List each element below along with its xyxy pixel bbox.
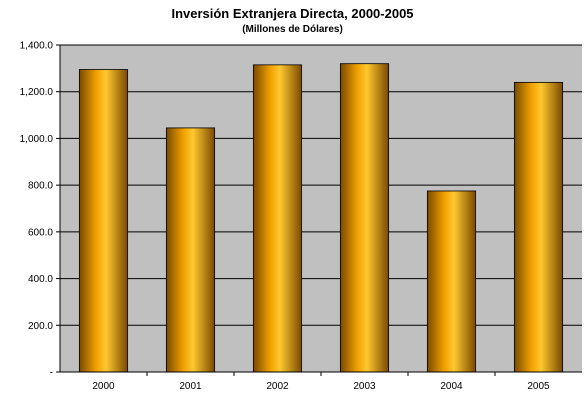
bar-2005 — [513, 81, 564, 373]
y-tick-label: 200.0 — [28, 321, 53, 332]
bar-2003 — [339, 63, 390, 373]
y-tick-label: 400.0 — [28, 274, 53, 285]
bar-2000 — [78, 69, 129, 373]
bar-2002 — [252, 64, 303, 373]
x-tick-label: 2005 — [527, 381, 550, 392]
y-tick-label: 1,400.0 — [20, 41, 54, 52]
x-tick-label: 2002 — [266, 381, 289, 392]
x-tick-label: 2000 — [92, 381, 115, 392]
y-tick-label: - — [50, 368, 53, 379]
y-tick-label: 1,200.0 — [20, 87, 54, 98]
bar-2004 — [426, 190, 477, 373]
chart-subtitle: (Millones de Dólares) — [242, 24, 343, 35]
bar-2001 — [165, 127, 216, 373]
y-tick-label: 800.0 — [28, 181, 53, 192]
plot-area — [60, 45, 582, 372]
x-tick-label: 2003 — [353, 381, 376, 392]
y-tick-label: 600.0 — [28, 227, 53, 238]
x-tick-label: 2001 — [179, 381, 202, 392]
y-tick-label: 1,000.0 — [20, 134, 54, 145]
x-tick-label: 2004 — [440, 381, 463, 392]
chart-title: Inversión Extranjera Directa, 2000-2005 — [171, 6, 414, 21]
